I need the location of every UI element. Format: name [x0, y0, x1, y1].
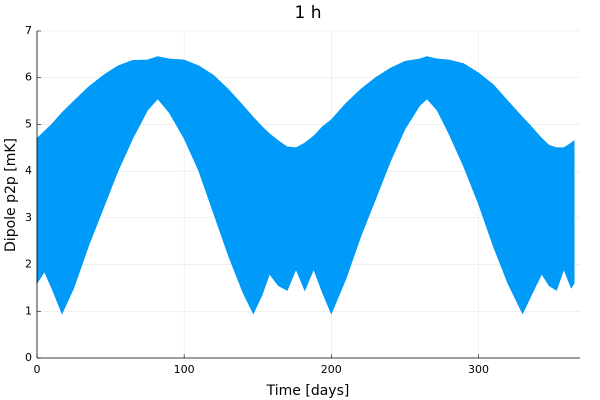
x-tick-label: 200 [321, 363, 342, 376]
y-axis-label: Dipole p2p [mK] [3, 138, 19, 252]
y-tick-label: 1 [25, 304, 32, 317]
y-tick-label: 6 [25, 71, 32, 84]
y-tick-label: 4 [25, 164, 32, 177]
y-tick-label: 2 [25, 258, 32, 271]
band-area [36, 56, 575, 315]
y-tick-label: 3 [25, 211, 32, 224]
y-tick-label: 7 [25, 24, 32, 37]
chart-title: 1 h [295, 3, 322, 23]
y-tick-label: 5 [25, 117, 32, 130]
x-tick-label: 0 [34, 363, 41, 376]
x-tick-label: 300 [468, 363, 489, 376]
y-tick-label: 0 [25, 351, 32, 364]
x-tick-label: 100 [174, 363, 195, 376]
x-axis-label: Time [days] [266, 383, 350, 399]
